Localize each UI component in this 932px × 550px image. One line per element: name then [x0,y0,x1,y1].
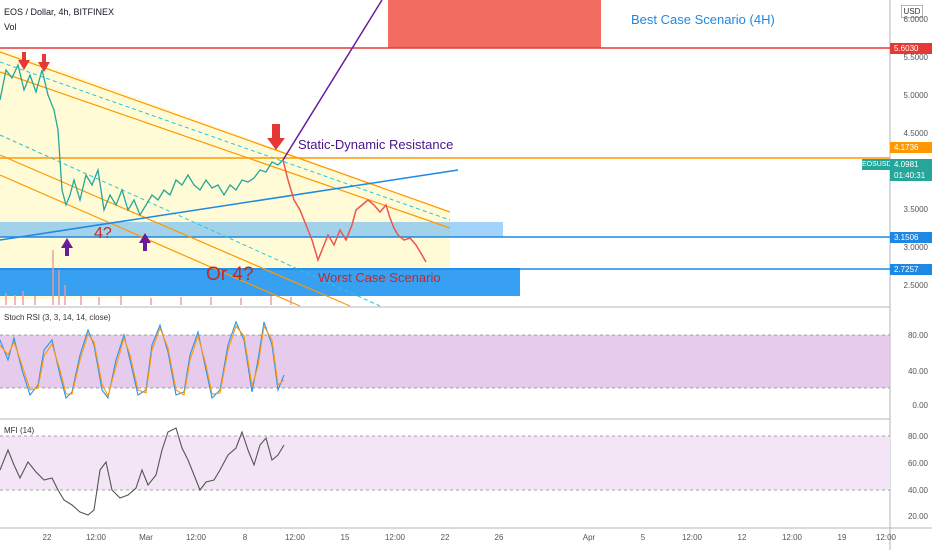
mfi-band [0,436,890,490]
mfi-tick: 80.00 [907,432,928,441]
resistance-price-tag: 5.6030 [890,43,932,54]
currency-badge[interactable]: USD [901,5,923,18]
time-tick: 5 [640,533,646,542]
mfi-tick: 40.00 [907,486,928,495]
mfi-label: MFI (14) [4,426,35,435]
best-case-label: Best Case Scenario (4H) [631,12,775,27]
time-tick: 26 [494,533,504,542]
stoch-tick: 0.00 [912,401,928,410]
support-box-mid [0,222,503,237]
symbol-tag: EOSUSD [862,159,892,170]
time-tick: 19 [837,533,847,542]
stoch-band [0,335,890,388]
projection-line [282,0,383,161]
time-tick: 12 [737,533,747,542]
time-tick: Apr [582,533,596,542]
countdown-tag: 01:40:31 [890,170,932,181]
price-tick: 3.5000 [903,205,928,214]
time-tick: 12:00 [284,533,306,542]
last-price-tag: 4.0981 [890,159,932,170]
price-tick: 5.5000 [903,53,928,62]
time-tick: 15 [340,533,350,542]
mfi-tick: 20.00 [907,512,928,521]
symbol-title: EOS / Dollar, 4h, BITFINEX [4,7,115,17]
stoch-tick: 40.00 [907,367,928,376]
support-mid-tag: 3.1506 [890,232,932,243]
mfi-tick: 60.00 [907,459,928,468]
price-tick: 5.0000 [903,91,928,100]
resistance-label: Static-Dynamic Resistance [298,137,454,152]
time-tick: 12:00 [681,533,703,542]
orange-price-tag: 4.1736 [890,142,932,153]
price-tick: 6.0000 [903,15,928,24]
time-tick: 8 [242,533,248,542]
worst-case-label: Worst Case Scenario [318,270,441,285]
time-tick: 12:00 [185,533,207,542]
support-box-low [0,268,520,296]
time-tick: 22 [42,533,52,542]
price-tick: 4.5000 [903,129,928,138]
target-box [388,0,601,48]
or-4-label: Or 4? [206,264,254,285]
support-low-tag: 2.7257 [890,264,932,275]
time-tick: 22 [440,533,450,542]
time-tick: 12:00 [85,533,107,542]
time-tick: 12:00 [781,533,803,542]
stoch-tick: 80.00 [907,331,928,340]
trend-line [0,169,459,241]
time-tick: 12:00 [875,533,897,542]
price-tick: 2.5000 [903,281,928,290]
time-tick: 12:00 [384,533,406,542]
time-tick: Mar [139,533,153,542]
price-tick: 3.0000 [903,243,928,252]
volume-label: Vol [4,22,17,32]
stoch-rsi-label: Stoch RSI (3, 3, 14, 14, close) [4,313,111,322]
wave-4-label: 4? [94,225,112,242]
